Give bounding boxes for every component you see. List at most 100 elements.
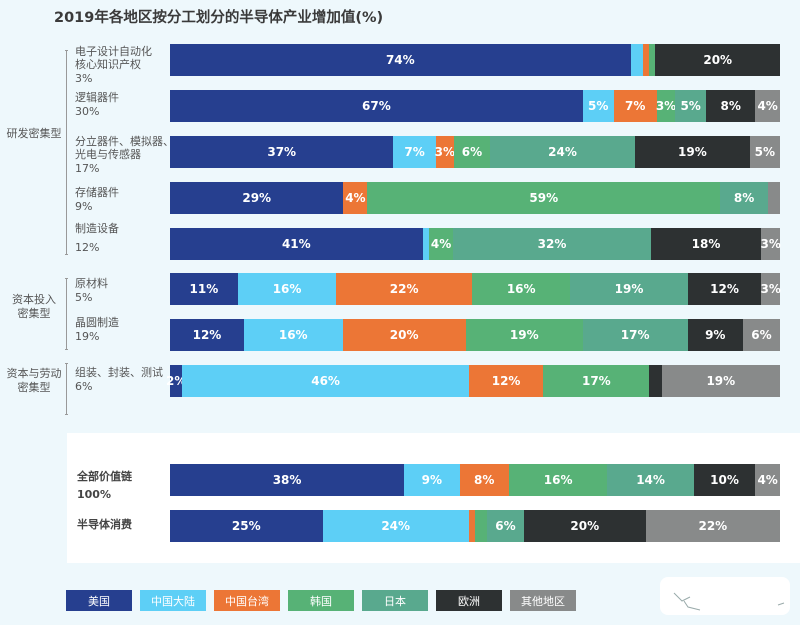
- bar-equipment: 41% 4% 32% 18% 3%: [170, 228, 781, 260]
- data-label: 59%: [529, 191, 559, 205]
- signature-scribble-icon: [673, 592, 785, 611]
- data-label: 24%: [381, 519, 411, 533]
- bar-segment-japan: 19%: [570, 273, 688, 305]
- bar-segment-other: 19%: [661, 365, 780, 397]
- data-label: 46%: [311, 374, 340, 388]
- row-share: 12%: [75, 241, 100, 254]
- data-label: 6%: [495, 519, 516, 533]
- row-label-text: 全部价值链: [77, 470, 132, 483]
- row-share: 17%: [75, 162, 100, 175]
- row-label-text: 光电与传感器: [75, 148, 141, 161]
- data-label: 20%: [570, 519, 600, 533]
- data-label: 3%: [434, 145, 455, 159]
- data-label: 9%: [705, 328, 726, 342]
- legend-item-japan: 日本: [362, 590, 428, 611]
- data-label: 3%: [655, 99, 677, 113]
- row-label-text: 分立器件、模拟器、: [75, 135, 174, 148]
- bar-segment-us: 67%: [170, 90, 583, 122]
- row-label-text: 电子设计自动化: [75, 45, 152, 58]
- bar-segment-china-mainland: 46%: [182, 365, 469, 397]
- bar-segment-korea: 4%: [428, 228, 454, 260]
- bar-dao: 37% 7% 3% 6% 24% 19% 5%: [170, 136, 780, 168]
- data-label: 2%: [166, 374, 187, 388]
- group-label-capital-line2: 密集型: [17, 307, 51, 320]
- bar-segment-japan: 5%: [675, 90, 707, 122]
- group-label-capital-line1: 资本投入: [12, 293, 56, 306]
- data-label: 16%: [506, 282, 536, 296]
- row-label-text: 半导体消费: [77, 518, 132, 531]
- data-label: 20%: [703, 53, 733, 67]
- row-label-text: 晶圆制造: [75, 316, 119, 329]
- bar-segment-other: 4%: [755, 90, 780, 122]
- row-label-logic: 逻辑器件 30%: [75, 91, 119, 118]
- row-label-eda-ip: 电子设计自动化 核心知识产权 3%: [75, 45, 152, 85]
- bar-segment-japan: 24%: [490, 136, 635, 168]
- bar-segment-china-mainland: 5%: [582, 90, 614, 122]
- row-share: 9%: [75, 200, 93, 213]
- row-label-total-value-chain: 全部价值链 100%: [77, 468, 132, 504]
- bar-segment-us: 38%: [170, 464, 405, 496]
- bar-segment-korea: 16%: [508, 464, 608, 496]
- group-label-labor: 资本与劳动 密集型: [2, 367, 66, 395]
- data-label: 19%: [678, 145, 707, 159]
- data-label: 4%: [430, 237, 452, 251]
- data-label: 3%: [760, 282, 781, 296]
- bar-segment-taiwan: 20%: [342, 319, 466, 351]
- data-label: 37%: [267, 145, 297, 159]
- bar-segment-other: 3%: [760, 273, 781, 305]
- row-share: 5%: [75, 291, 93, 304]
- bracket-rd: [65, 50, 68, 255]
- data-label: 12%: [491, 374, 521, 388]
- bar-consumption: 25% 24% 6% 20% 22%: [170, 510, 780, 542]
- data-label: 25%: [231, 519, 261, 533]
- bar-eda-ip: 74% 20%: [170, 44, 780, 76]
- bracket-capital: [65, 278, 68, 350]
- row-label-text: 组装、封装、测试: [75, 366, 163, 379]
- group-label-rd: 研发密集型: [4, 127, 64, 141]
- bar-memory: 29% 4% 59% 8%: [170, 182, 780, 214]
- bar-segment-taiwan: [643, 44, 650, 76]
- bar-segment-korea: 16%: [471, 273, 571, 305]
- data-label: 4%: [345, 191, 366, 205]
- data-label: 14%: [636, 473, 665, 487]
- bar-segment-japan: 6%: [487, 510, 524, 542]
- row-share: 6%: [75, 380, 93, 393]
- data-label: 8%: [733, 191, 755, 205]
- data-label: 8%: [474, 473, 495, 487]
- row-label-dao: 分立器件、模拟器、 光电与传感器 17%: [75, 135, 174, 175]
- bar-segment-europe: [649, 365, 662, 397]
- data-label: 29%: [242, 191, 272, 205]
- data-label: 19%: [706, 374, 736, 388]
- bar-segment-taiwan: 22%: [336, 273, 472, 305]
- bar-segment-us: 2%: [166, 365, 186, 397]
- data-label: 17%: [581, 374, 611, 388]
- data-label: 11%: [189, 282, 219, 296]
- data-label: 20%: [389, 328, 419, 342]
- bar-segment-taiwan: 4%: [343, 182, 368, 214]
- bar-segment-other: 4%: [755, 464, 780, 496]
- bar-segment-europe: 19%: [635, 136, 750, 168]
- row-label-text: 核心知识产权: [75, 58, 141, 71]
- bar-segment-japan: 14%: [607, 464, 694, 496]
- data-label: 38%: [272, 473, 302, 487]
- bar-segment-china-mainland: 16%: [243, 319, 343, 351]
- bar-segment-other: [767, 182, 780, 214]
- row-label-atp: 组装、封装、测试 6%: [75, 366, 163, 393]
- bar-segment-china-mainland: 7%: [393, 136, 436, 168]
- data-label: 24%: [548, 145, 577, 159]
- row-label-text: 原材料: [75, 277, 108, 290]
- legend-item-us: 美国: [66, 590, 132, 611]
- data-label: 74%: [385, 53, 415, 67]
- bar-segment-china-mainland: [422, 228, 429, 260]
- data-label: 7%: [404, 145, 425, 159]
- data-label: 5%: [754, 145, 776, 159]
- bar-segment-korea: 6%: [453, 136, 491, 168]
- row-label-text: 制造设备: [75, 222, 119, 235]
- data-label: 16%: [272, 282, 302, 296]
- data-label: 32%: [537, 237, 567, 251]
- data-label: 5%: [588, 99, 609, 113]
- legend-item-korea: 韩国: [288, 590, 354, 611]
- data-label: 9%: [421, 473, 443, 487]
- summary-panel: [67, 433, 800, 563]
- bar-segment-korea: 17%: [543, 365, 650, 397]
